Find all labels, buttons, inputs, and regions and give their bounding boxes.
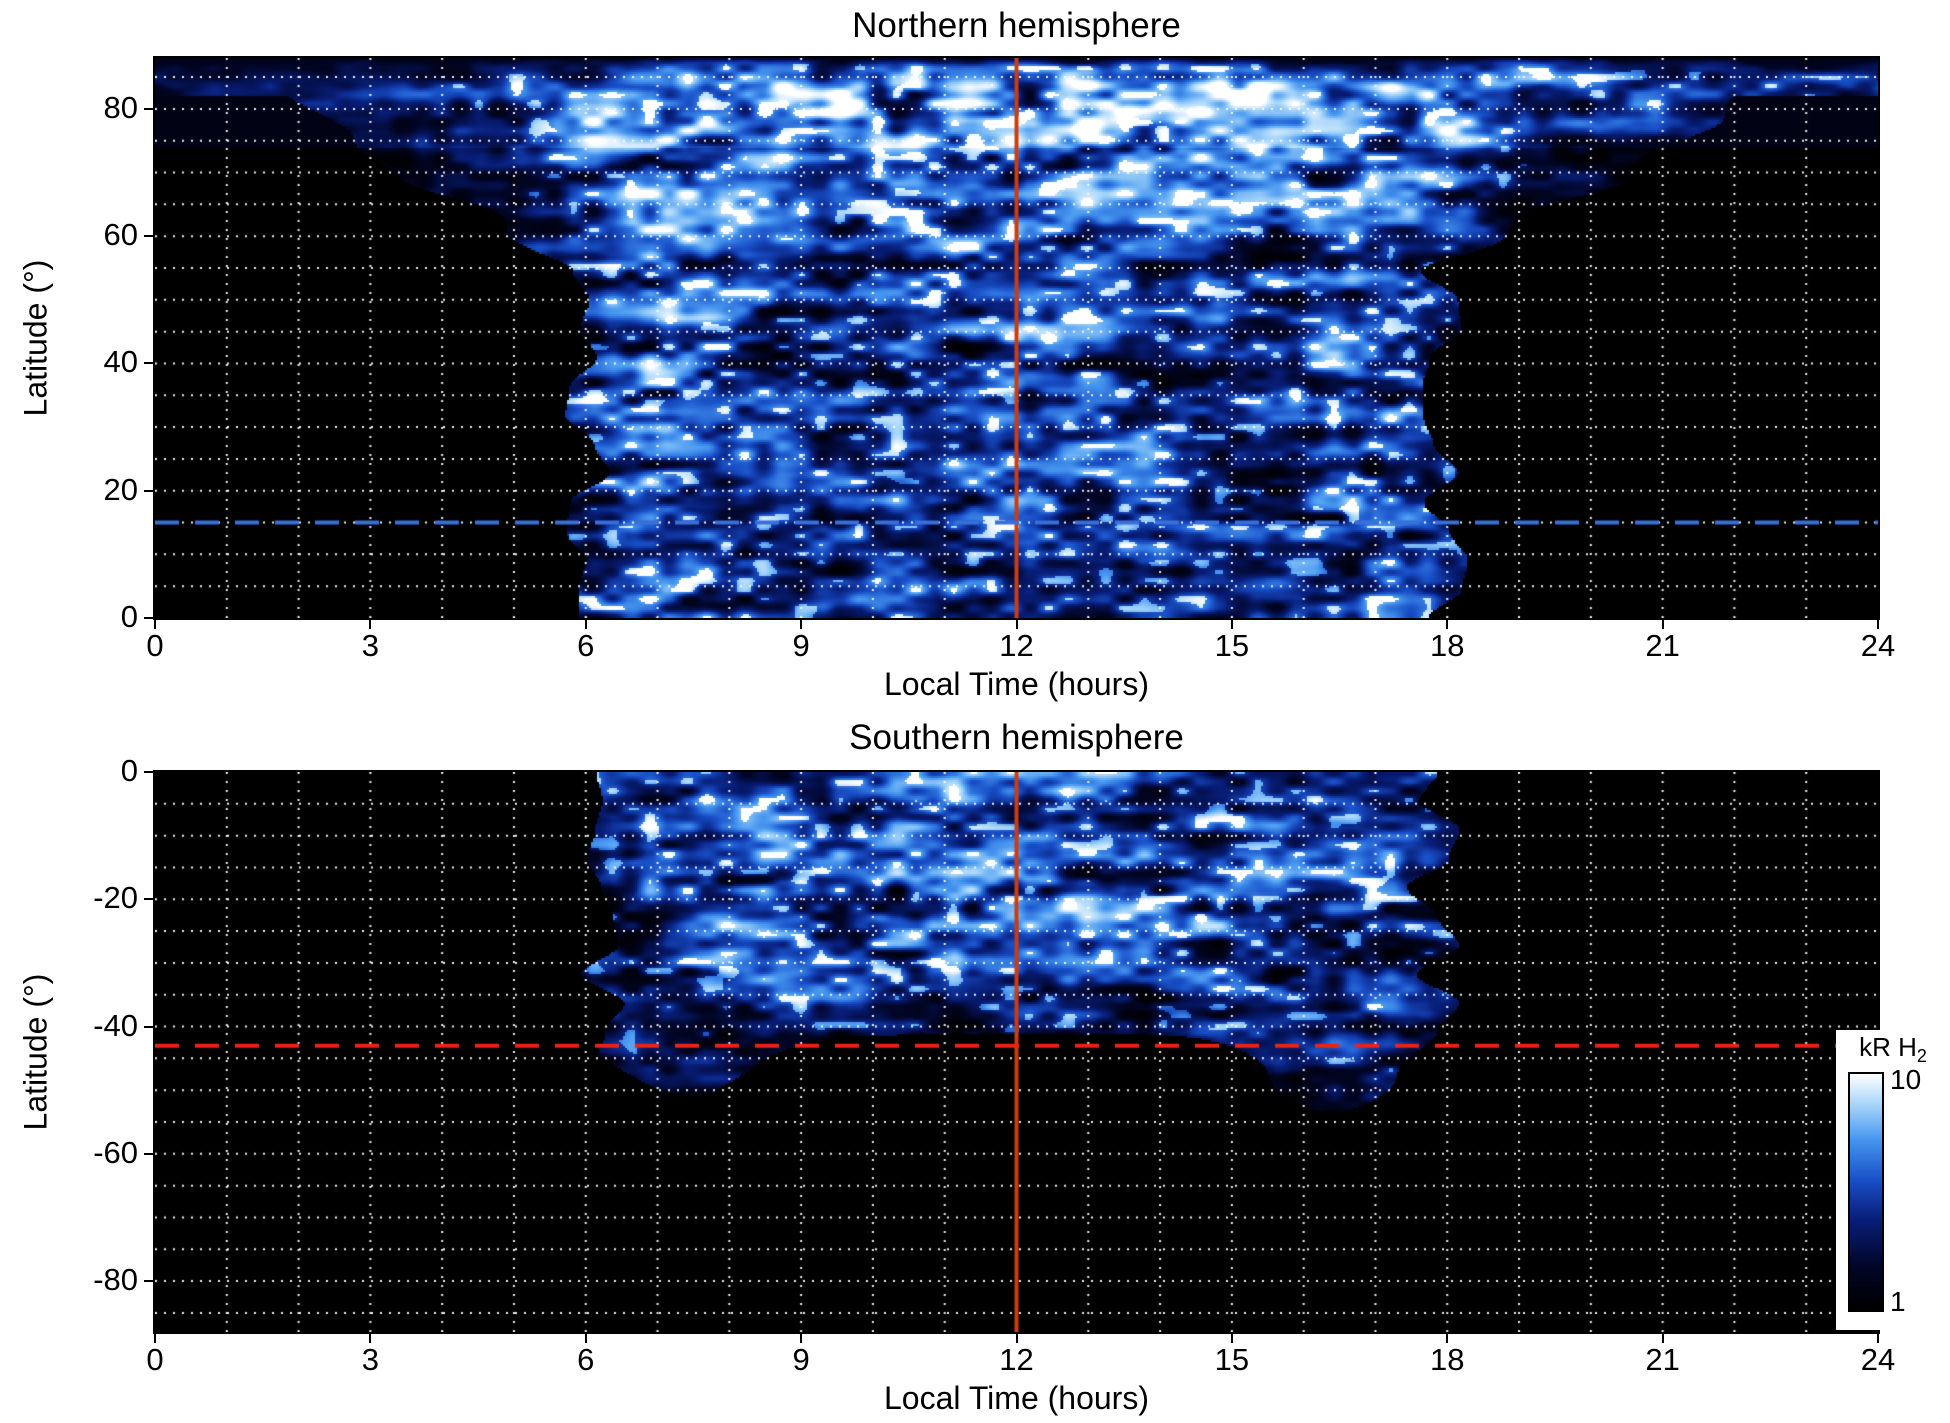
south-x-tick-label: 21 — [1645, 1342, 1680, 1377]
north-x-tick — [1661, 620, 1664, 629]
south-x-tick — [1446, 1334, 1449, 1343]
north-x-tick — [1446, 620, 1449, 629]
south-heatmap-canvas — [155, 772, 1878, 1332]
north-x-tick — [1230, 620, 1233, 629]
south-x-tick-label: 12 — [999, 1342, 1034, 1377]
north-y-tick — [144, 107, 153, 110]
north-x-tick-label: 0 — [146, 628, 164, 663]
north-panel-title: Northern hemisphere — [852, 6, 1181, 45]
south-y-tick — [144, 1280, 153, 1283]
south-y-tick-label: 0 — [120, 753, 138, 788]
south-y-axis-label: Latitude (°) — [17, 973, 54, 1131]
south-x-axis-label: Local Time (hours) — [884, 1380, 1149, 1416]
north-heatmap-plot — [153, 56, 1880, 620]
north-x-tick-label: 6 — [577, 628, 595, 663]
south-x-tick-label: 6 — [577, 1342, 595, 1377]
south-x-tick — [800, 1334, 803, 1343]
north-y-tick — [144, 362, 153, 365]
north-x-tick — [154, 620, 156, 629]
north-x-axis-label: Local Time (hours) — [884, 666, 1149, 702]
colorbar-unit-subscript: 2 — [1916, 1046, 1927, 1067]
south-x-tick — [1661, 1334, 1664, 1343]
south-heatmap-plot — [153, 770, 1880, 1334]
north-x-tick — [584, 620, 587, 629]
north-x-tick-label: 9 — [792, 628, 810, 663]
south-y-tick — [144, 898, 153, 901]
north-x-tick — [1877, 620, 1879, 629]
south-y-tick — [144, 771, 153, 773]
south-panel-title: Southern hemisphere — [849, 718, 1184, 757]
north-heatmap-canvas — [155, 58, 1878, 618]
colorbar-gradient — [1848, 1072, 1884, 1312]
south-x-tick-label: 0 — [146, 1342, 164, 1377]
north-y-tick-label: 60 — [103, 217, 138, 253]
north-x-tick — [369, 620, 372, 629]
south-x-tick — [1230, 1334, 1233, 1343]
south-x-tick — [1877, 1334, 1879, 1343]
south-x-tick-label: 18 — [1430, 1342, 1465, 1377]
north-x-tick — [1015, 620, 1018, 629]
south-y-tick-label: -80 — [93, 1262, 138, 1298]
south-y-tick-label: -60 — [93, 1134, 138, 1170]
north-y-tick — [144, 617, 153, 619]
south-x-tick — [1015, 1334, 1018, 1343]
south-y-tick — [144, 1025, 153, 1028]
north-y-tick-label: 80 — [103, 89, 138, 125]
south-y-tick-label: -20 — [93, 880, 138, 916]
north-y-tick-label: 0 — [120, 599, 138, 634]
colorbar-unit-text: kR H — [1859, 1032, 1917, 1062]
north-x-tick-label: 21 — [1645, 628, 1680, 663]
north-x-tick-label: 18 — [1430, 628, 1465, 663]
south-x-tick-label: 3 — [361, 1342, 379, 1377]
colorbar-min-label: 1 — [1890, 1286, 1906, 1317]
colorbar-max-label: 10 — [1890, 1064, 1922, 1095]
south-x-tick-label: 24 — [1860, 1342, 1896, 1377]
north-x-tick-label: 3 — [361, 628, 379, 663]
north-y-tick — [144, 235, 153, 238]
colorbar-unit-label: kR H2 — [1836, 1032, 1950, 1067]
south-x-tick — [154, 1334, 156, 1343]
south-x-tick-label: 9 — [792, 1342, 810, 1377]
south-x-tick — [584, 1334, 587, 1343]
north-x-tick-label: 12 — [999, 628, 1034, 663]
north-x-tick-label: 15 — [1214, 628, 1250, 663]
south-y-tick-label: -40 — [93, 1007, 138, 1043]
north-x-tick — [800, 620, 803, 629]
south-x-tick — [369, 1334, 372, 1343]
south-y-tick — [144, 1152, 153, 1155]
north-y-tick — [144, 489, 153, 492]
north-x-tick-label: 24 — [1860, 628, 1896, 663]
colorbar: kR H2 10 1 — [1836, 1030, 1950, 1330]
north-y-tick-label: 20 — [103, 471, 138, 507]
south-x-tick-label: 15 — [1214, 1342, 1250, 1377]
north-y-axis-label: Latitude (°) — [17, 259, 54, 417]
north-y-tick-label: 40 — [103, 344, 138, 380]
